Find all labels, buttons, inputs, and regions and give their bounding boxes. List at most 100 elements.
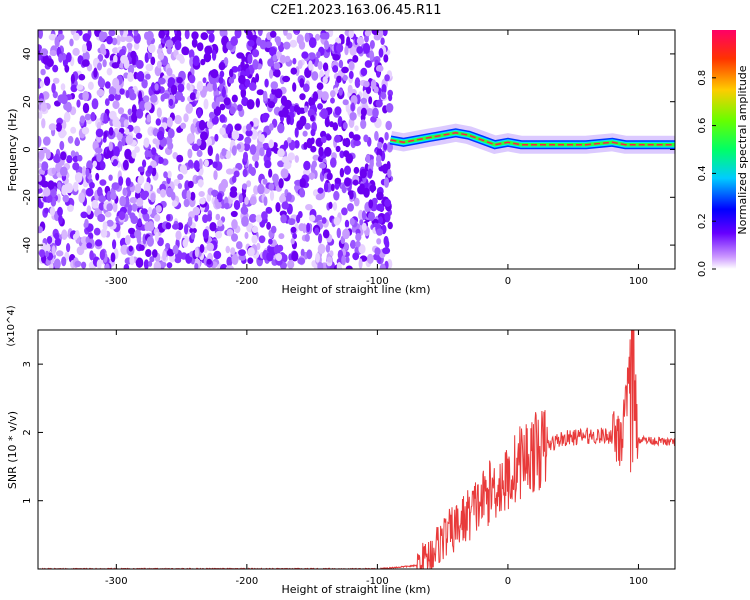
spectrogram-cell <box>119 30 124 36</box>
spectrogram-cell <box>76 84 84 91</box>
spectrogram-cell <box>86 40 92 52</box>
spectrogram-cell <box>191 143 200 152</box>
spectrogram-cell <box>348 30 354 39</box>
y-tick-label: 3 <box>22 361 33 367</box>
spectrogram-cell <box>196 80 204 92</box>
spectrogram-cell <box>192 206 201 216</box>
spectrogram-cell <box>279 194 287 204</box>
spectrogram-cell <box>283 41 291 50</box>
spectrogram-cell <box>321 91 329 101</box>
spectrogram-cell <box>116 35 121 46</box>
spectrogram-cell <box>184 30 190 40</box>
spectrogram-cell <box>122 187 127 196</box>
spectrogram-cell <box>360 67 368 77</box>
spectrogram-cell <box>200 32 209 41</box>
spectrogram-cell <box>219 83 224 92</box>
spectrogram-cell <box>362 42 371 54</box>
spectrogram-cell <box>51 83 56 94</box>
spectrogram-cell <box>86 242 93 249</box>
spectrogram-cell <box>211 101 217 110</box>
spectrogram-cell <box>284 55 291 63</box>
spectrogram-cell <box>302 83 310 93</box>
spectrogram-cell <box>320 108 328 120</box>
spectrogram-cell <box>321 136 327 144</box>
spectrogram-cell <box>304 233 310 242</box>
spectrogram-cell <box>342 228 350 240</box>
spectrogram-cell <box>170 84 178 95</box>
spectrogram-cell <box>248 213 257 223</box>
spectrogram-cell <box>344 45 349 56</box>
spectrogram-cell <box>247 30 253 41</box>
spectrogram-cell <box>353 140 361 147</box>
spectrogram-cell <box>306 137 313 149</box>
spectrogram-cell <box>245 129 253 137</box>
spectrogram-cell <box>376 203 385 212</box>
spectrogram-cell <box>345 256 350 264</box>
spectrogram-cell <box>47 180 55 190</box>
spectrogram-cell <box>229 68 234 78</box>
spectrogram-cell <box>66 155 73 164</box>
spectrogram-cell <box>81 59 90 67</box>
spectrogram-cell <box>152 249 158 258</box>
spectrogram-cell <box>332 54 341 61</box>
spectrogram-cell <box>334 177 342 184</box>
colorbar-ticks: 0.0 0.2 0.4 0.6 0.8 <box>697 70 716 277</box>
spectrogram-cell <box>49 188 57 198</box>
spectrogram-y-axis: -40 -20 0 20 40 <box>22 48 675 253</box>
spectrogram-cell <box>146 236 154 247</box>
spectrogram-cell <box>315 193 324 201</box>
spectrogram-cell <box>219 127 226 136</box>
spectrogram-cell <box>58 214 63 225</box>
colorbar-label: Normalized spectral amplitude <box>736 65 749 234</box>
spectrogram-cell <box>129 255 135 266</box>
spectrogram-cell <box>53 155 61 163</box>
spectrogram-cell <box>209 222 217 232</box>
spectrogram-cell <box>279 54 286 64</box>
spectrogram-cell <box>305 204 313 211</box>
spectrogram-cell <box>95 128 104 138</box>
spectrogram-cell <box>278 110 285 118</box>
spectrogram-cell <box>262 178 268 185</box>
spectrogram-cell <box>266 147 272 158</box>
spectrogram-cell <box>61 229 68 240</box>
spectrogram-cell <box>77 154 83 162</box>
spectrogram-cell <box>218 76 224 84</box>
spectrogram-cell <box>269 30 277 38</box>
spectrogram-cell <box>82 33 91 42</box>
spectrogram-cell <box>358 244 366 254</box>
spectrogram-cell <box>97 213 106 223</box>
spectrogram-cell <box>111 62 120 69</box>
x-tick-label: -100 <box>366 276 389 287</box>
spectrogram-cell <box>151 147 157 156</box>
spectrogram-cell <box>91 98 99 110</box>
spectrogram-cell <box>174 40 182 51</box>
spectrogram-cell <box>301 51 309 59</box>
spectrogram-cell <box>192 55 200 66</box>
spectrogram-cell <box>296 214 301 224</box>
spectrogram-cell <box>332 122 339 131</box>
spectrogram-cell <box>194 263 199 269</box>
spectrogram-cell <box>213 170 218 181</box>
spectrogram-cell <box>137 71 145 82</box>
snr-ylabel: SNR (10 * v/v) <box>6 411 19 489</box>
spectrogram-cell <box>368 96 373 105</box>
spectrogram-cell <box>358 209 364 220</box>
spectrogram-cell <box>133 125 141 135</box>
spectrogram-cell <box>143 95 150 103</box>
spectrogram-cell <box>318 146 324 157</box>
spectrogram-cell <box>383 142 388 151</box>
spectrogram-cell <box>96 153 102 163</box>
spectrogram-cell <box>44 207 49 214</box>
spectrogram-cell <box>134 229 142 239</box>
spectrogram-cell <box>268 238 273 245</box>
spectrogram-cell <box>57 206 63 217</box>
spectrogram-cell <box>364 30 372 37</box>
spectrogram-cell <box>277 123 285 134</box>
spectrogram-cell <box>376 238 382 245</box>
spectrogram-cell <box>187 159 194 168</box>
spectrogram-cell <box>70 150 76 158</box>
spectrogram-cell <box>145 249 152 257</box>
spectrogram-cell <box>225 265 234 269</box>
spectrogram-cell <box>102 59 107 68</box>
spectrogram-cell <box>270 225 277 234</box>
